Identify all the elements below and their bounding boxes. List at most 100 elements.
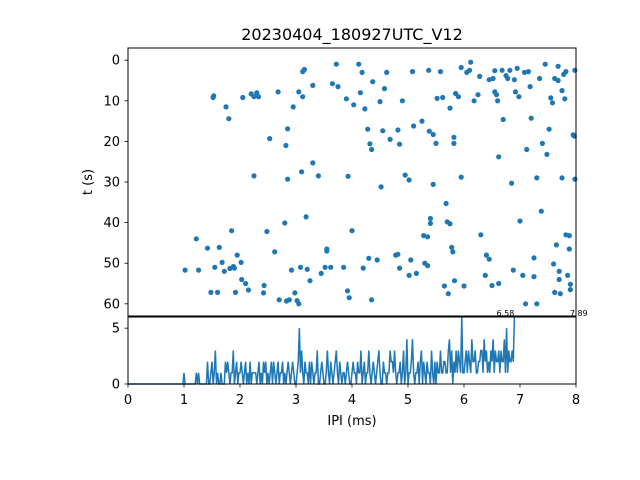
hist-y-tick-label: 5 [112,322,120,337]
scatter-point [283,142,289,149]
scatter-point [458,64,464,71]
scatter-point [527,84,533,90]
scatter-point [245,287,251,293]
x-tick-label: 8 [572,393,580,408]
scatter-point [499,67,505,73]
scatter-point [563,69,569,75]
scatter-point [300,94,306,100]
scatter-point [260,290,267,296]
y-tick-label: 40 [103,216,120,231]
scatter-point [516,94,522,100]
scatter-point [292,290,298,296]
x-tick-label: 6 [460,393,468,408]
scatter-point [231,265,237,271]
scatter-point [397,265,403,271]
scatter-point [445,291,451,297]
scatter-point [425,234,431,240]
scatter-y-ticks: 0 10 20 30 40 50 60 [103,54,128,312]
scatter-point [447,105,453,111]
peak-annotation: 7.89 [570,309,588,318]
histogram-x-ticks: 0 1 2 3 4 5 6 7 8 [124,384,580,408]
scatter-point [450,249,456,255]
scatter-point [565,272,571,278]
scatter-point [538,208,544,214]
scatter-point [215,289,221,295]
scatter-point [520,272,526,278]
scatter-point [290,104,296,110]
scatter-point [430,181,436,187]
scatter-point [413,270,419,276]
scatter-point [285,126,291,132]
scatter-point [345,173,351,179]
scatter-point [531,274,537,280]
scatter-point [447,221,453,227]
scatter-point [551,261,557,267]
scatter-point [204,245,211,251]
scatter-point [387,136,393,142]
scatter-point [567,287,574,293]
scatter-point [343,96,349,102]
scatter-point [208,289,214,295]
scatter-point [475,92,481,98]
y-axis-label: t (s) [81,169,96,195]
scatter-point [276,297,282,303]
scatter-point [572,176,578,182]
scatter-point [566,233,572,239]
scatter-axes: 0 10 20 30 40 50 60 t (s) [81,47,578,317]
scatter-point [238,259,244,265]
scatter-point [221,268,227,274]
scatter-point [539,140,546,146]
scatter-point [322,264,328,270]
y-tick-label: 0 [112,54,120,69]
scatter-point [367,141,373,147]
scatter-point [255,94,262,100]
scatter-point [534,301,540,307]
scatter-point [297,264,304,270]
scatter-point [299,169,305,175]
scatter-point [544,151,550,157]
scatter-point [264,228,270,235]
scatter-point [534,175,540,181]
scatter-point [500,116,506,123]
scatter-point [455,94,461,100]
scatter-point [395,251,401,257]
scatter-point [486,256,492,262]
x-tick-label: 3 [292,393,300,408]
x-axis-label: IPI (ms) [327,414,376,429]
scatter-point [365,126,371,132]
scatter-point [566,246,572,252]
scatter-point [216,244,222,250]
x-tick-label: 4 [348,393,356,408]
scatter-point [229,228,235,234]
scatter-point [451,134,457,140]
scatter-point [426,128,432,134]
scatter-point [427,215,433,222]
scatter-point [546,126,552,132]
scatter-point [461,283,467,289]
scatter-point [356,61,362,67]
scatter-point [496,154,502,160]
scatter-point [384,69,390,75]
scatter-point [234,252,240,258]
scatter-point [378,184,384,190]
scatter-point [556,276,562,283]
y-tick-label: 20 [103,135,120,150]
scatter-point [443,200,449,207]
scatter-point [377,99,383,105]
scatter-points [182,59,578,307]
scatter-point [272,249,278,255]
scatter-point [366,255,372,261]
scatter-point [381,86,388,92]
scatter-point [324,246,330,252]
x-tick-label: 2 [236,393,244,408]
scatter-point [441,283,447,289]
scatter-point [399,98,405,104]
scatter-point [517,218,523,224]
scatter-point [243,280,249,287]
scatter-point [430,131,436,138]
scatter-point [523,301,529,307]
scatter-point [310,160,316,166]
